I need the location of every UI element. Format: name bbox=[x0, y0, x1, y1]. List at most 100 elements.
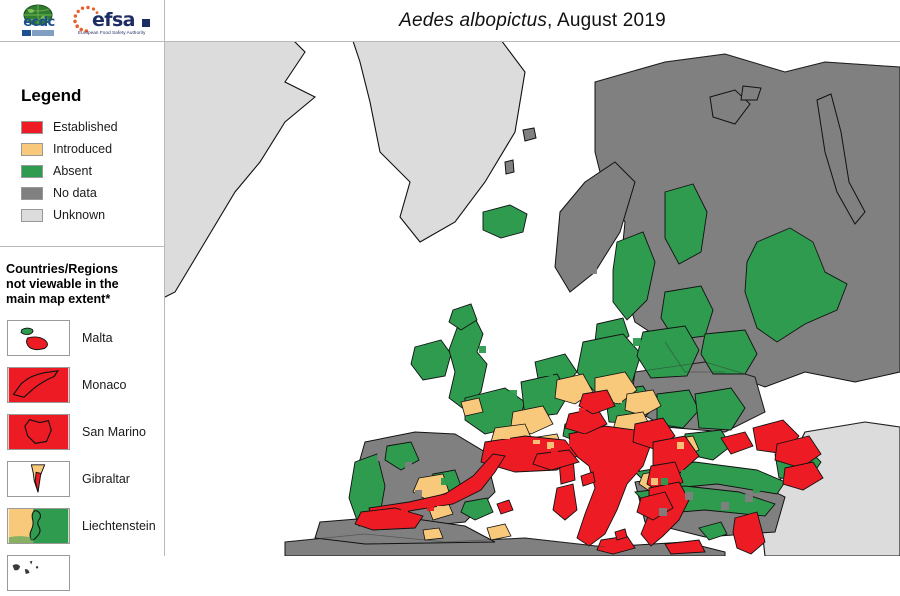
not-viewable-label-malta: Malta bbox=[82, 330, 113, 345]
speckle-absent bbox=[361, 210, 809, 513]
not-viewable-item-partial bbox=[0, 549, 164, 596]
partial-islands-thumbnail bbox=[7, 554, 70, 591]
not-viewable-item-gibraltar: Gibraltar bbox=[0, 455, 164, 502]
not-viewable-list: Malta Monaco bbox=[0, 314, 164, 596]
speckle-no-data bbox=[377, 232, 753, 516]
legend-item-no-data: No data bbox=[21, 182, 118, 204]
not-viewable-item-liechtenstein: Liechtenstein bbox=[0, 502, 164, 549]
region-shetland bbox=[504, 159, 515, 175]
not-viewable-title-line3: main map extent* bbox=[6, 292, 111, 306]
region-finland bbox=[664, 183, 708, 265]
not-viewable-label-san-marino: San Marino bbox=[82, 424, 146, 439]
region-greenland bbox=[352, 42, 526, 243]
region-iceland bbox=[482, 204, 528, 239]
san-marino-shape-icon bbox=[8, 414, 69, 449]
not-viewable-label-liechtenstein: Liechtenstein bbox=[82, 518, 156, 533]
legend-swatch-no-data bbox=[21, 186, 43, 200]
page-title: Aedes albopictus, August 2019 bbox=[165, 0, 900, 42]
title-species-name: Aedes albopictus bbox=[399, 10, 548, 31]
region-norway bbox=[554, 161, 636, 293]
title-date: , August 2019 bbox=[547, 10, 666, 31]
region-france-riviera bbox=[532, 449, 580, 471]
not-viewable-item-monaco: Monaco bbox=[0, 361, 164, 408]
region-germany-intro-b bbox=[624, 389, 662, 417]
ecdc-flag-bar bbox=[22, 30, 54, 36]
ecdc-globe-icon bbox=[23, 4, 53, 26]
legend-panel: Legend Established Introduced Absent No … bbox=[0, 42, 164, 247]
monaco-shape-icon bbox=[8, 367, 69, 402]
not-viewable-item-san-marino: San Marino bbox=[0, 408, 164, 455]
not-viewable-title-line2: not viewable in the bbox=[6, 277, 119, 291]
efsa-logo: efsa European Food Safety Authority bbox=[70, 3, 156, 39]
region-faroe bbox=[522, 127, 537, 142]
not-viewable-title-line1: Countries/Regions bbox=[6, 262, 118, 276]
region-crete-red bbox=[664, 539, 706, 555]
region-malta-red bbox=[614, 528, 628, 541]
legend-label-established: Established bbox=[53, 120, 118, 134]
region-elba-red bbox=[580, 471, 596, 487]
legend-title: Legend bbox=[21, 86, 82, 105]
region-svalbard-b bbox=[740, 85, 762, 101]
legend-label-introduced: Introduced bbox=[53, 142, 113, 156]
legend-swatch-absent bbox=[21, 164, 43, 178]
speckle-introduced bbox=[427, 378, 684, 538]
region-romania-green bbox=[694, 387, 746, 431]
liechtenstein-thumbnail bbox=[7, 507, 70, 544]
ecdc-logo: ecdc bbox=[14, 3, 64, 39]
region-belarus bbox=[700, 329, 758, 375]
region-cyprus-green bbox=[698, 521, 728, 541]
region-sweden bbox=[612, 231, 656, 321]
malta-thumbnail bbox=[7, 319, 70, 356]
legend-swatch-established bbox=[21, 120, 43, 134]
san-marino-thumbnail bbox=[7, 413, 70, 450]
speckle-established bbox=[401, 408, 812, 533]
region-blacksea-coast bbox=[782, 461, 824, 491]
gibraltar-shape-icon bbox=[8, 461, 69, 496]
region-germany-sw-red bbox=[578, 389, 616, 415]
legend-label-absent: Absent bbox=[53, 164, 92, 178]
page-header: ecdc efsa Europ bbox=[0, 0, 900, 42]
aedes-albopictus-distribution-map[interactable] bbox=[165, 42, 900, 556]
liechtenstein-shape-icon bbox=[8, 508, 69, 543]
legend-item-unknown: Unknown bbox=[21, 204, 118, 226]
region-scotland bbox=[448, 303, 478, 331]
monaco-thumbnail bbox=[7, 366, 70, 403]
efsa-wordmark: efsa bbox=[92, 9, 135, 31]
logo-container: ecdc efsa Europ bbox=[0, 0, 165, 42]
efsa-subtitle: European Food Safety Authority bbox=[78, 30, 146, 35]
not-viewable-label-gibraltar: Gibraltar bbox=[82, 471, 130, 486]
region-canada bbox=[165, 42, 316, 298]
not-viewable-title: Countries/Regions not viewable in the ma… bbox=[0, 248, 164, 309]
efsa-stars-icon bbox=[73, 5, 99, 33]
legend-swatch-introduced bbox=[21, 142, 43, 156]
regions-unknown bbox=[165, 42, 900, 556]
left-sidebar: Legend Established Introduced Absent No … bbox=[0, 42, 165, 591]
islands-shape-icon bbox=[8, 555, 69, 590]
not-viewable-panel: Countries/Regions not viewable in the ma… bbox=[0, 248, 164, 596]
legend-swatch-unknown bbox=[21, 208, 43, 222]
map-canvas bbox=[165, 42, 900, 556]
efsa-square-mark bbox=[142, 19, 150, 27]
region-levant-red bbox=[732, 511, 766, 555]
legend-label-unknown: Unknown bbox=[53, 208, 106, 222]
legend-item-absent: Absent bbox=[21, 160, 118, 182]
country-borders bbox=[284, 53, 900, 548]
legend-item-introduced: Introduced bbox=[21, 138, 118, 160]
region-crimea-red bbox=[720, 431, 754, 455]
region-novaya-zemlya bbox=[816, 93, 866, 225]
region-ireland bbox=[410, 339, 452, 381]
region-sardinia bbox=[552, 483, 578, 521]
malta-shape-icon bbox=[8, 320, 69, 355]
legend-list: Established Introduced Absent No data Un bbox=[21, 116, 118, 226]
map-region-speckle bbox=[361, 210, 812, 538]
region-balearics bbox=[496, 499, 514, 515]
region-georgia-red bbox=[774, 435, 822, 469]
legend-label-no-data: No data bbox=[53, 186, 97, 200]
region-svalbard bbox=[709, 89, 751, 125]
legend-item-established: Established bbox=[21, 116, 118, 138]
not-viewable-item-malta: Malta bbox=[0, 314, 164, 361]
gibraltar-thumbnail bbox=[7, 460, 70, 497]
not-viewable-label-monaco: Monaco bbox=[82, 377, 127, 392]
ecdc-wordmark: ecdc bbox=[23, 15, 55, 30]
